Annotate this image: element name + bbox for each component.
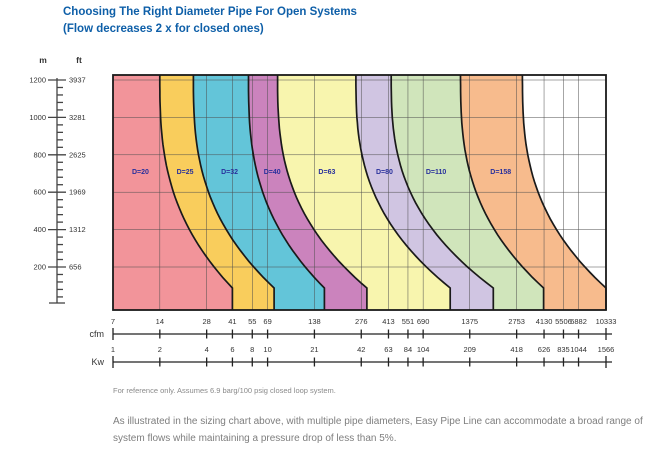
band-label-D=80: D=80 <box>376 169 393 176</box>
kw-axis <box>112 356 612 368</box>
curve-D=110 <box>459 75 545 310</box>
ruler-m-label: 1200 <box>29 76 46 85</box>
chart-title-line1: Choosing The Right Diameter Pipe For Ope… <box>63 6 357 18</box>
curve-D=80 <box>390 75 495 310</box>
chart-title-line2: (Flow decreases 2 x for closed ones) <box>63 23 264 35</box>
cfm-axis-tick-label: 5506 <box>555 317 572 326</box>
band-label-D=110: D=110 <box>426 169 447 176</box>
cfm-axis-tick-label: 551 <box>402 317 415 326</box>
body-paragraph: As illustrated in the sizing chart above… <box>113 416 643 444</box>
chart-title: Choosing The Right Diameter Pipe For Ope… <box>63 4 357 38</box>
altitude-ruler <box>48 78 66 304</box>
ruler-ft-header: ft <box>76 55 82 65</box>
ruler-ft-label: 656 <box>69 263 82 272</box>
ruler-ft-label: 3281 <box>69 113 86 122</box>
kw-axis-tick-label: 2 <box>158 345 162 354</box>
band-label-D=25: D=25 <box>177 169 194 176</box>
kw-axis-tick-label: 626 <box>538 345 551 354</box>
curve-D=63 <box>355 75 452 310</box>
kw-axis-tick-label: 835 <box>557 345 570 354</box>
band-label-D=63: D=63 <box>318 169 335 176</box>
cfm-axis-tick-label: 1375 <box>461 317 478 326</box>
cfm-axis-tick-label: 69 <box>263 317 271 326</box>
band-D=80 <box>355 75 494 310</box>
ruler-ft-label: 3937 <box>69 76 86 85</box>
band-D=158 <box>460 75 606 310</box>
kw-axis-tick-label: 4 <box>205 345 209 354</box>
band-label-D=20: D=20 <box>132 169 149 176</box>
cfm-axis-tick-label: 276 <box>355 317 368 326</box>
band-D=32 <box>193 75 325 310</box>
cfm-axis-tick-label: 28 <box>202 317 210 326</box>
kw-axis-tick-label: 418 <box>510 345 523 354</box>
cfm-axis-tick-label: 10333 <box>596 317 617 326</box>
band-label-D=40: D=40 <box>264 169 281 176</box>
cfm-axis-tick-label: 690 <box>417 317 430 326</box>
kw-axis-tick-label: 10 <box>263 345 271 354</box>
curve-D=20 <box>158 75 234 310</box>
cfm-axis-tick-label: 413 <box>382 317 395 326</box>
kw-axis-unit-label: Kw <box>91 357 104 367</box>
kw-axis-tick-label: 6 <box>230 345 234 354</box>
cfm-axis-tick-label: 7 <box>111 317 115 326</box>
kw-axis-tick-label: 1566 <box>598 345 615 354</box>
cfm-axis-tick-label: 4130 <box>536 317 553 326</box>
cfm-axis-tick-label: 14 <box>156 317 164 326</box>
kw-axis-tick-label: 21 <box>310 345 318 354</box>
band-D=63 <box>277 75 451 310</box>
band-D=40 <box>248 75 367 310</box>
band-D=110 <box>391 75 544 310</box>
kw-axis-tick-label: 104 <box>417 345 430 354</box>
band-label-D=32: D=32 <box>221 169 238 176</box>
curve-D=32 <box>247 75 326 310</box>
cfm-axis-tick-label: 2753 <box>508 317 525 326</box>
curve-D=158 <box>521 75 607 310</box>
kw-axis-tick-label: 209 <box>463 345 476 354</box>
cfm-axis-tick-label: 138 <box>308 317 321 326</box>
ruler-m-label: 800 <box>33 150 46 159</box>
curve-D=25 <box>192 75 275 310</box>
cfm-axis-tick-label: 41 <box>228 317 236 326</box>
plot-border <box>112 74 607 311</box>
kw-axis-tick-label: 63 <box>384 345 392 354</box>
kw-axis-tick-label: 84 <box>404 345 412 354</box>
ruler-ft-label: 2625 <box>69 150 86 159</box>
band-D=25 <box>159 75 275 310</box>
kw-axis-tick-label: 1 <box>111 345 115 354</box>
ruler-m-label: 200 <box>33 263 46 272</box>
cfm-axis <box>112 328 612 340</box>
ruler-m-label: 1000 <box>29 113 46 122</box>
band-label-D=158: D=158 <box>490 169 511 176</box>
grid <box>112 75 607 310</box>
cfm-axis-tick-label: 6882 <box>570 317 587 326</box>
ruler-m-label: 600 <box>33 188 46 197</box>
cfm-axis-tick-label: 55 <box>248 317 256 326</box>
ruler-ft-label: 1969 <box>69 188 86 197</box>
kw-axis-tick-label: 42 <box>357 345 365 354</box>
ruler-m-label: 400 <box>33 225 46 234</box>
kw-axis-tick-label: 1044 <box>570 345 587 354</box>
cfm-axis-unit-label: cfm <box>90 329 105 339</box>
curve-D=40 <box>276 75 368 310</box>
ruler-ft-label: 1312 <box>69 225 86 234</box>
chart-footnote: For reference only. Assumes 6.9 barg/100… <box>113 386 336 395</box>
ruler-m-header: m <box>39 55 47 65</box>
kw-axis-tick-label: 8 <box>250 345 254 354</box>
